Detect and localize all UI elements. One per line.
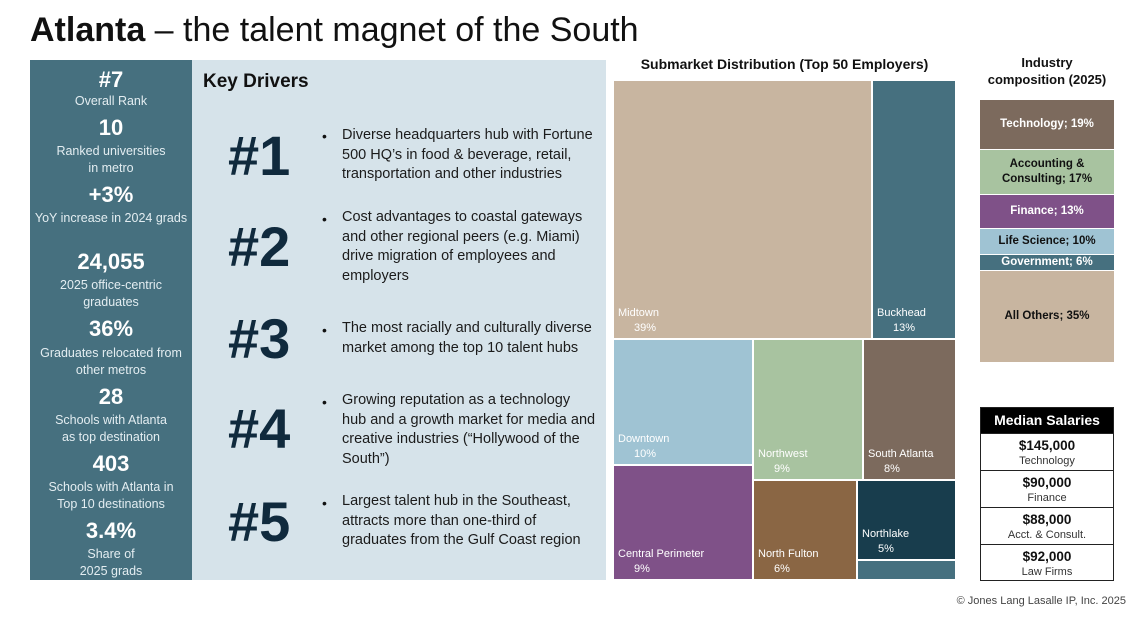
stat-label: Graduates relocated from other metros <box>40 346 182 377</box>
treemap-tile-north-fulton: North Fulton 6% <box>753 480 857 580</box>
driver-text: Growing reputation as a technology hub a… <box>342 392 596 467</box>
salary-value: $92,000 <box>1022 549 1072 564</box>
tile-label: Northwest <box>758 448 808 460</box>
bullet-icon: • <box>322 394 327 410</box>
tile-value: 5% <box>878 543 894 555</box>
driver-text: Largest talent hub in the Southeast, att… <box>342 493 581 548</box>
title-city: Atlanta <box>30 11 146 49</box>
industry-stacked-bar: Technology; 19% Accounting & Consulting;… <box>980 100 1114 363</box>
industry-segment: Technology; 19% <box>980 100 1114 150</box>
industry-segment: Life Science; 10% <box>980 228 1114 256</box>
tile-value: 10% <box>634 448 657 460</box>
stat-label: Ranked universities in metro <box>56 144 166 175</box>
tile-label: North Fulton <box>758 548 819 560</box>
stat-label: 2025 office-centric graduates <box>60 278 162 309</box>
bullet-icon: • <box>322 322 327 338</box>
treemap-tile-buckhead: Buckhead 13% <box>872 80 956 339</box>
stat-value: 24,055 <box>77 249 145 274</box>
industry-segment: Accounting & Consulting; 17% <box>980 149 1114 195</box>
stat-label: Overall Rank <box>74 94 148 108</box>
treemap-tile-northwest: Northwest 9% <box>753 339 863 480</box>
copyright-notice: © Jones Lang Lasalle IP, Inc. 2025 <box>956 595 1126 607</box>
treemap-tile-south-atlanta: South Atlanta 8% <box>863 339 956 480</box>
bullet-icon: • <box>322 211 327 227</box>
tile-value: 8% <box>884 463 900 475</box>
treemap-tile-central-perimeter: Central Perimeter 9% <box>613 465 753 580</box>
salary-row: $145,000 Technology <box>981 433 1113 470</box>
stat-value: 28 <box>98 384 124 409</box>
tile-label: South Atlanta <box>868 448 934 460</box>
key-drivers-panel: Key Drivers #1 • Diverse headquarters hu… <box>192 60 606 580</box>
stats-panel: #7 Overall Rank 10 Ranked universities i… <box>30 60 192 580</box>
tile-label: Buckhead <box>877 307 926 319</box>
treemap-title: Submarket Distribution (Top 50 Employers… <box>640 56 929 72</box>
tile-value: 6% <box>774 563 790 575</box>
stat-value: 403 <box>92 451 130 476</box>
tile-label: Midtown <box>618 307 659 319</box>
stat-label: Share of 2025 grads <box>79 547 143 578</box>
page-title: Atlanta – the talent magnet of the South <box>30 8 639 52</box>
salary-label: Technology <box>1019 455 1075 467</box>
salary-label: Acct. & Consult. <box>1007 529 1087 541</box>
driver-number: #3 <box>228 307 291 370</box>
driver-text: The most racially and culturally diverse… <box>342 320 592 356</box>
submarket-treemap: Midtown 39% Buckhead 13% Downtown 10% No… <box>613 80 956 580</box>
salary-label: Finance <box>1027 492 1067 504</box>
stat-label: YoY increase in 2024 grads <box>34 211 188 225</box>
stat-value: #7 <box>98 67 124 92</box>
stat-value: 3.4% <box>85 518 137 543</box>
industry-segment: Government; 6% <box>980 255 1114 271</box>
stat-label: Schools with Atlanta in Top 10 destinati… <box>48 480 174 511</box>
salary-value: $145,000 <box>1018 438 1076 453</box>
driver-text: Cost advantages to coastal gateways and … <box>342 209 583 284</box>
key-drivers-title: Key Drivers <box>203 71 309 92</box>
salaries-title: Median Salaries <box>981 408 1113 433</box>
bullet-icon: • <box>322 128 327 144</box>
treemap-tile-northlake: Northlake 5% <box>857 480 956 560</box>
salary-value: $90,000 <box>1022 475 1072 490</box>
driver-number: #1 <box>228 124 291 187</box>
tile-label: Northlake <box>862 528 910 540</box>
industry-segment: Finance; 13% <box>980 194 1114 229</box>
tile-value: 9% <box>774 463 790 475</box>
salary-label: Law Firms <box>1021 566 1073 578</box>
driver-text: Diverse headquarters hub with Fortune 50… <box>342 127 593 182</box>
salary-value: $88,000 <box>1022 512 1072 527</box>
median-salaries-table: Median Salaries $145,000 Technology $90,… <box>980 407 1114 581</box>
stat-value: 36% <box>88 316 134 341</box>
tile-value: 39% <box>634 322 657 334</box>
tile-label: Central Perimeter <box>618 548 705 560</box>
driver-number: #4 <box>228 397 291 460</box>
driver-number: #5 <box>228 490 291 553</box>
tile-value: 9% <box>634 563 650 575</box>
stat-value: 10 <box>98 115 124 140</box>
salary-row: $92,000 Law Firms <box>981 544 1113 581</box>
salary-row: $90,000 Finance <box>981 470 1113 507</box>
treemap-tile-midtown: Midtown 39% <box>613 80 872 339</box>
industry-segment: All Others; 35% <box>980 270 1114 363</box>
tile-label: Downtown <box>618 433 670 445</box>
stat-value: +3% <box>88 182 134 207</box>
treemap-tile-other <box>857 560 956 580</box>
salary-row: $88,000 Acct. & Consult. <box>981 507 1113 544</box>
treemap-tile-downtown: Downtown 10% <box>613 339 753 465</box>
tile-value: 13% <box>893 322 916 334</box>
industry-title: Industry composition (2025) <box>987 55 1107 87</box>
stat-label: Schools with Atlanta as top destination <box>55 413 167 444</box>
title-subtitle: – the talent magnet of the South <box>145 11 639 49</box>
bullet-icon: • <box>322 495 327 511</box>
driver-number: #2 <box>228 215 291 278</box>
